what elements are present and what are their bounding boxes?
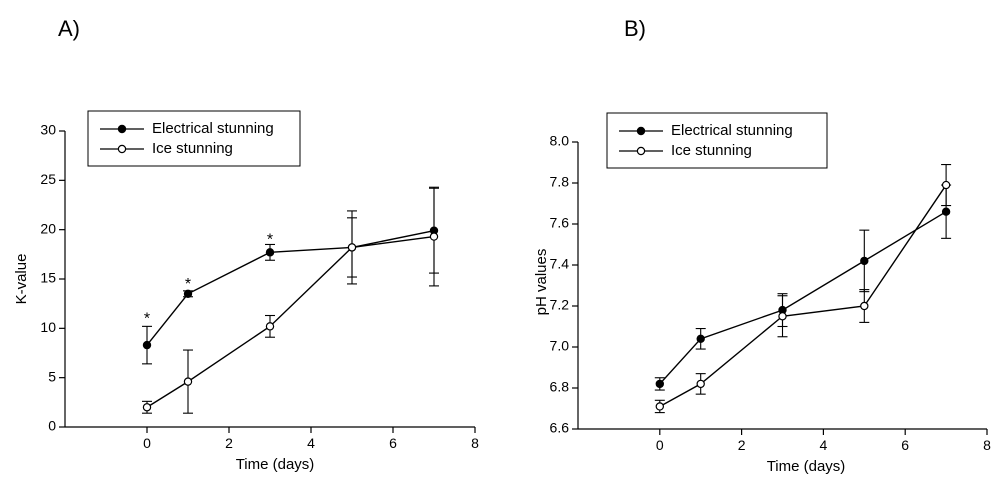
series-line [659,211,947,385]
data-point [696,334,705,343]
data-point [696,379,705,389]
significance-star: * [267,232,273,249]
legend-marker [117,144,127,154]
data-point [183,289,193,298]
data-point [429,232,439,241]
x-axis-label: Time (days) [767,458,846,475]
legend-box [87,110,301,167]
x-tick-label: 4 [307,435,315,451]
data-point [941,180,951,190]
y-tick-label: 30 [40,122,56,138]
x-tick-label: 8 [983,437,991,453]
data-point [860,301,869,311]
data-point [183,377,193,386]
panel-label: A) [58,16,80,41]
x-tick-label: 8 [471,435,479,451]
chart-panel-a: A) 0 5 10 15 20 25 30 0 2 4 6 8 Time (days) K-value * * *… [13,16,479,473]
y-axis-label: pH values [533,249,550,316]
data-point [142,340,152,350]
y-tick-label: 7.4 [550,256,570,272]
legend-marker [636,126,646,136]
data-point [265,248,275,257]
y-tick-label: 7.8 [550,174,570,190]
legend-marker [636,146,646,156]
x-tick-label: 6 [901,437,909,453]
y-tick-label: 7.0 [550,338,570,354]
y-tick-label: 6.6 [550,420,570,436]
legend-label: Electrical stunning [671,122,793,139]
legend: Electrical stunning Ice stunning [606,112,828,169]
data-point [778,312,787,321]
y-tick-label: 0 [48,418,56,434]
legend-label: Ice stunning [671,142,752,159]
y-tick-label: 20 [40,220,56,236]
y-tick-label: 7.2 [550,297,570,313]
y-tick-label: 25 [40,171,56,187]
y-axis-label: K-value [13,254,30,305]
x-tick-label: 4 [820,437,828,453]
y-tick-label: 8.0 [550,133,570,149]
legend-marker [117,124,127,134]
y-tick-label: 5 [48,368,56,384]
legend-label: Electrical stunning [152,120,274,137]
y-tick-label: 10 [40,319,56,335]
chart-panel-b: B) 6.6 6.8 7.0 7.2 7.4 7.6 7.8 8.0 0 2 4 6 8 Time (day… [533,16,991,475]
series-ice-stunning [654,164,952,414]
data-point [655,402,665,411]
legend-label: Ice stunning [152,140,233,157]
significance-star: * [144,310,150,327]
x-axis-label: Time (days) [236,456,315,473]
y-tick-label: 7.6 [550,215,570,231]
x-tick-label: 2 [738,437,746,453]
data-point [265,322,275,331]
x-tick-label: 6 [389,435,397,451]
x-tick-label: 2 [225,435,233,451]
data-point [860,256,869,266]
significance-star: * [185,276,191,293]
legend-box [606,112,828,169]
y-tick-label: 15 [40,270,56,286]
x-tick-label: 0 [143,435,151,451]
data-point [142,403,152,412]
panel-label: B) [624,16,646,41]
data-point [347,243,357,252]
data-point [655,379,665,389]
series-ice-stunning [142,186,439,414]
x-tick-label: 0 [656,437,664,453]
series-electrical-stunning [654,184,952,391]
legend: Electrical stunning Ice stunning [87,110,301,167]
y-tick-label: 6.8 [550,379,570,395]
data-point [941,207,951,216]
